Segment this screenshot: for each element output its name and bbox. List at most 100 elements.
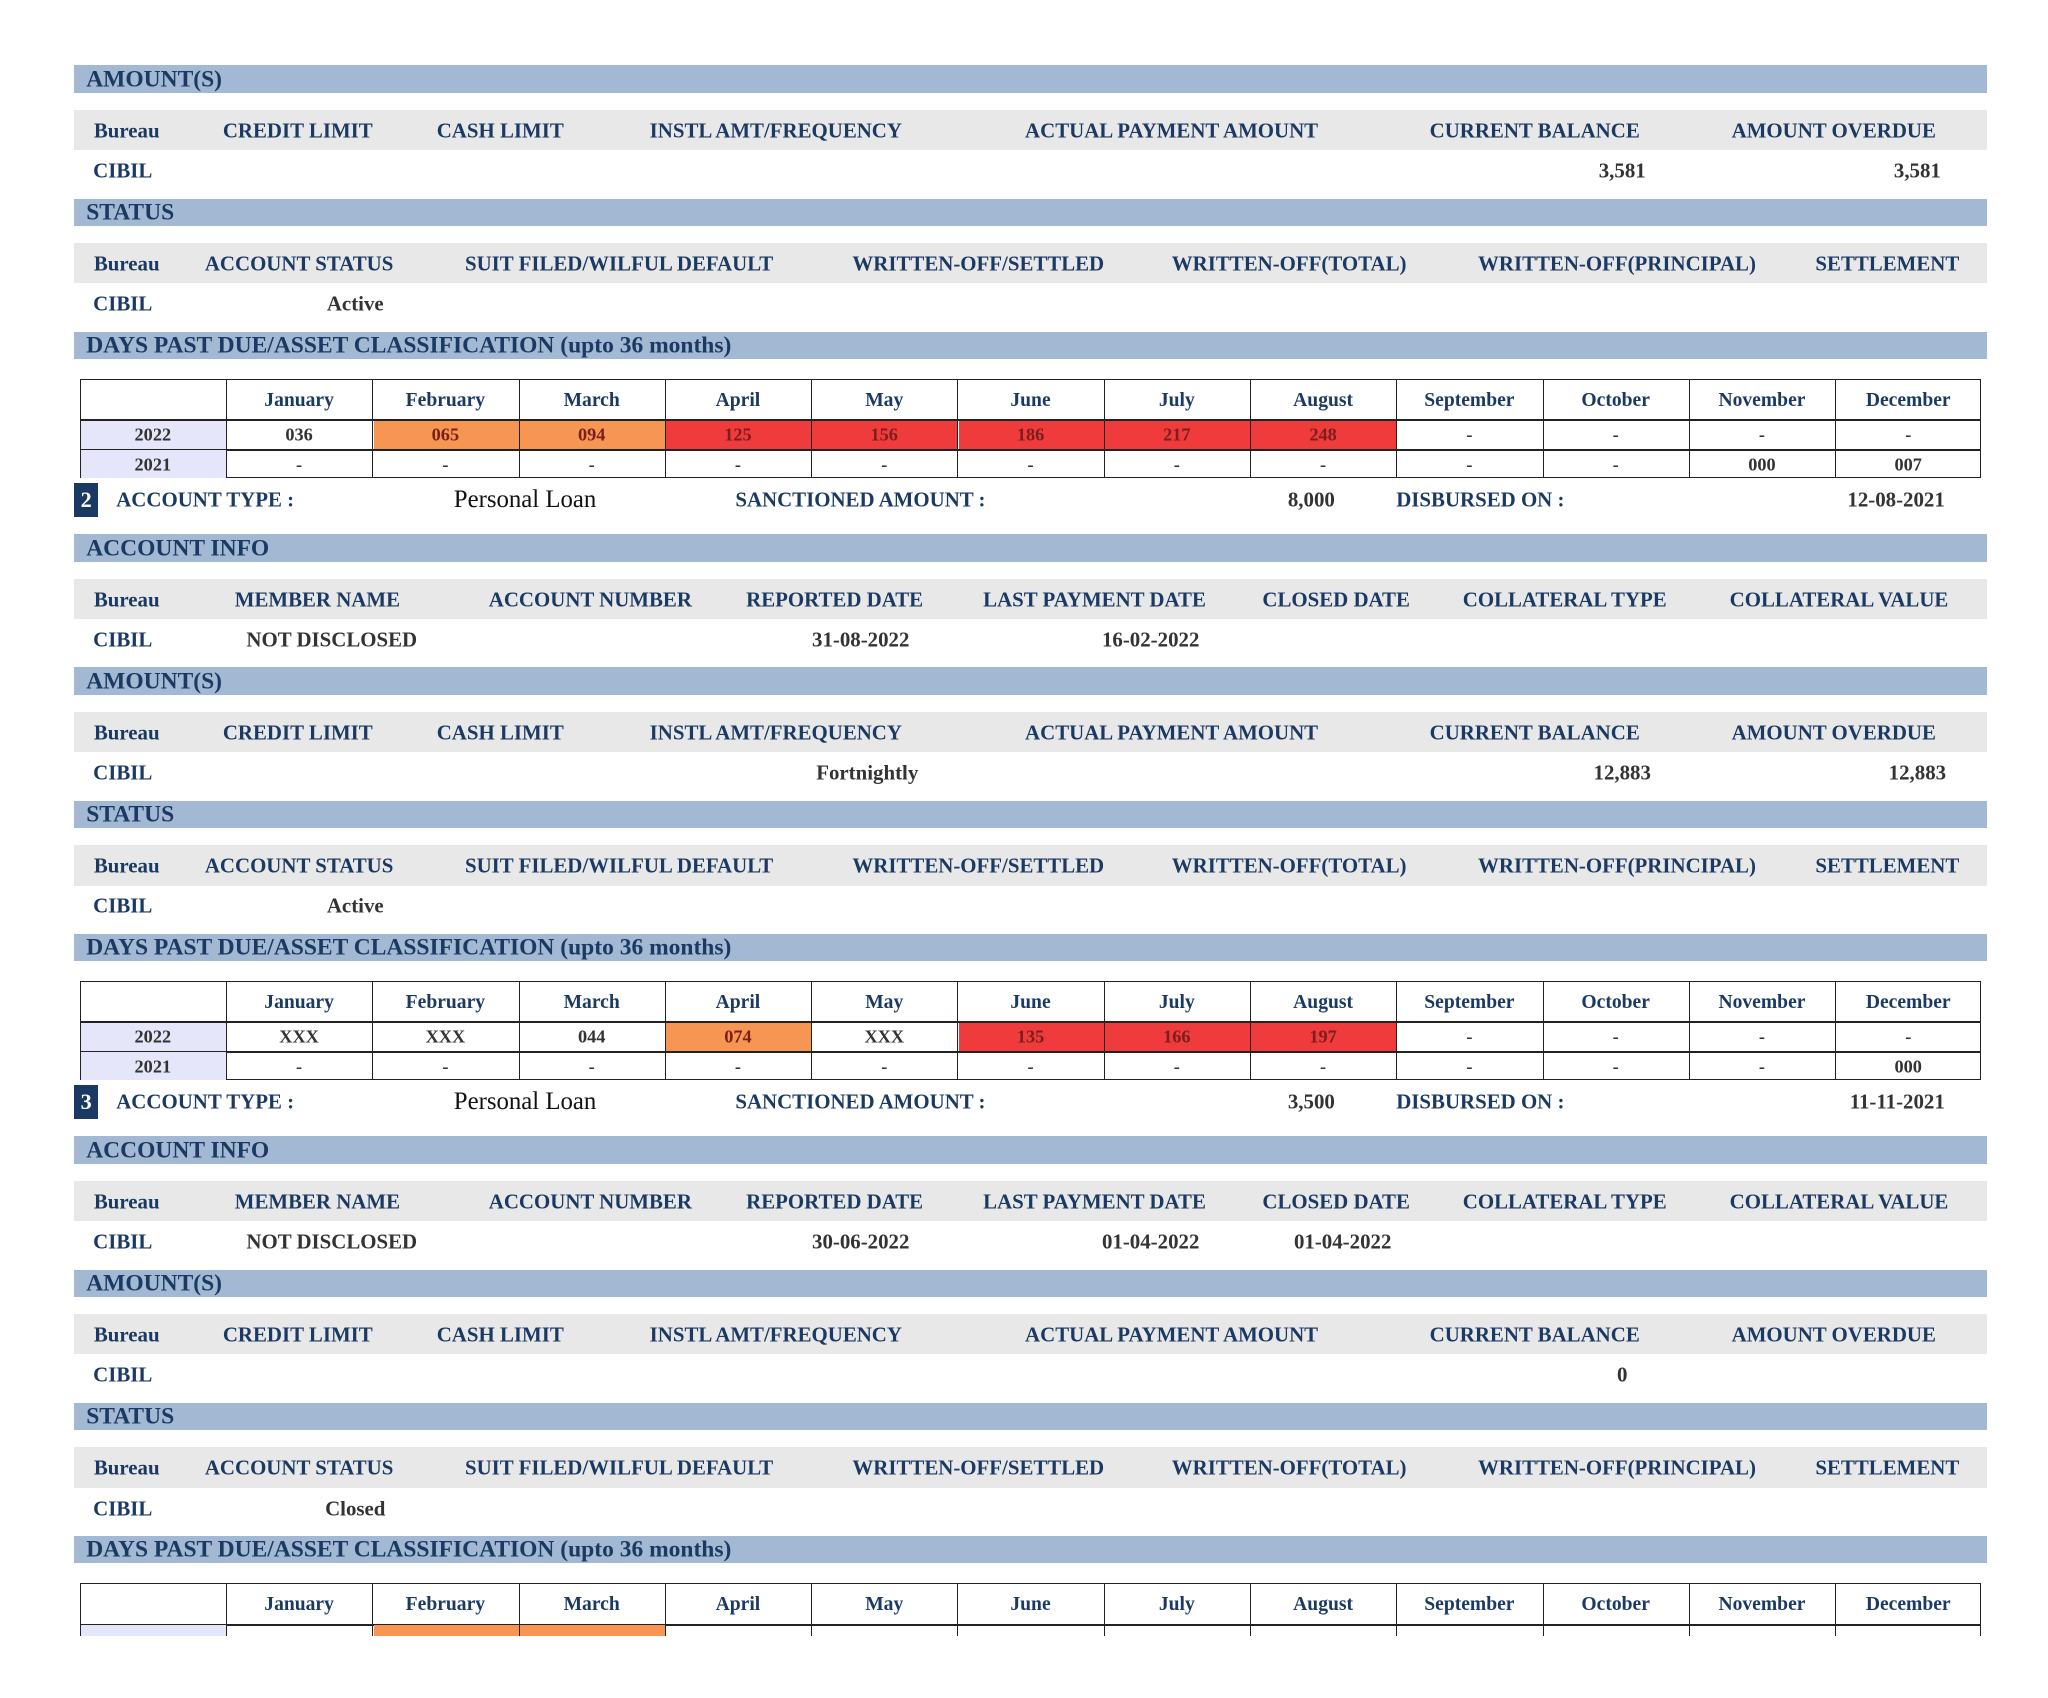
amounts-header-row: [74, 1313, 1987, 1355]
month-header: August: [1293, 1594, 1354, 1616]
dpd-value: -: [442, 454, 449, 475]
month-header: December: [1865, 389, 1951, 411]
dpd-value: -: [1173, 454, 1180, 475]
column-header: Bureau: [93, 251, 160, 276]
dpd-value: 125: [724, 424, 752, 445]
dpd-value: 007: [1894, 454, 1922, 475]
dpd-value: -: [734, 454, 741, 475]
dpd-column-line: [1688, 1583, 1690, 1636]
amounts-title: AMOUNT(S): [86, 668, 222, 695]
amounts-bar: [74, 667, 1987, 695]
month-header: January: [264, 992, 334, 1014]
dpd-value: 065: [431, 424, 460, 445]
status-bar: [74, 198, 1987, 226]
column-header: Bureau: [93, 1455, 160, 1480]
bureau-name: CIBIL: [93, 291, 153, 316]
dpd-value: -: [1466, 1056, 1473, 1077]
sanctioned-amount: 8,000: [1287, 487, 1335, 512]
dpd-column-line: [372, 980, 374, 1081]
year-cell: [80, 420, 226, 449]
dpd-cell: [519, 421, 665, 449]
dpd-column-line: [225, 378, 227, 479]
bureau-name: CIBIL: [93, 158, 153, 183]
column-header: SUIT FILED/WILFUL DEFAULT: [464, 1455, 774, 1480]
disbursed-label: DISBURSED ON :: [1396, 487, 1565, 512]
month-header: September: [1424, 992, 1515, 1014]
column-header: COLLATERAL VALUE: [1729, 1189, 1949, 1214]
sanctioned-label: SANCTIONED AMOUNT :: [735, 1089, 986, 1114]
month-header: February: [405, 992, 486, 1014]
cell-value: 01-04-2022: [1293, 1229, 1392, 1254]
dpd-cell: [373, 421, 519, 449]
dpd-value: -: [296, 1056, 303, 1077]
dpd-column-line: [1835, 378, 1837, 479]
dpd-cell: [1251, 1023, 1397, 1051]
dpd-value: -: [1466, 454, 1473, 475]
dpd-column-line: [1542, 1583, 1544, 1636]
dpd-value: -: [296, 454, 303, 475]
month-header: December: [1865, 992, 1951, 1014]
dpd-value: -: [1027, 1056, 1034, 1077]
cell-value: NOT DISCLOSED: [246, 1229, 418, 1254]
dpd-value: 186: [1016, 424, 1045, 445]
column-header: Bureau: [93, 720, 160, 745]
column-header: COLLATERAL VALUE: [1729, 587, 1949, 611]
cell-value: 30-06-2022: [812, 1229, 910, 1254]
column-header: Bureau: [93, 1322, 160, 1347]
amounts-header-row: [74, 109, 1987, 151]
dpd-cell: [666, 1023, 812, 1051]
dpd-row-line: [79, 448, 1982, 451]
dpd-value: -: [1612, 454, 1619, 475]
month-header: April: [715, 992, 761, 1014]
column-header: WRITTEN-OFF/SETTLED: [852, 1455, 1105, 1480]
amounts-bar: [74, 1269, 1987, 1297]
column-header: COLLATERAL TYPE: [1462, 1189, 1667, 1214]
cell-value: 16-02-2022: [1101, 627, 1200, 652]
dpd-column-line: [664, 980, 666, 1081]
cell-value: Active: [326, 291, 384, 316]
cell-value: 31-08-2022: [812, 627, 910, 652]
column-header: LAST PAYMENT DATE: [983, 587, 1206, 611]
dpd-column-line: [957, 1583, 959, 1636]
column-header: ACTUAL PAYMENT AMOUNT: [1025, 1322, 1319, 1347]
disbursed-label: DISBURSED ON :: [1396, 1089, 1565, 1114]
dpd-cell: [812, 421, 958, 449]
bureau-name: CIBIL: [93, 1229, 153, 1254]
year-cell: [80, 1052, 226, 1081]
amounts-bar: [74, 65, 1987, 93]
cell-value: Fortnightly: [816, 760, 919, 785]
cell-value: NOT DISCLOSED: [246, 627, 418, 652]
dpd-column-line: [1835, 1583, 1837, 1636]
dpd-row-line: [79, 1050, 1982, 1053]
column-header: CASH LIMIT: [436, 1322, 564, 1347]
dpd-column-line: [811, 378, 813, 479]
dpd-column-line: [1103, 378, 1105, 479]
dpd-row-line: [79, 419, 1982, 422]
amounts-title: AMOUNT(S): [86, 66, 222, 93]
column-header: INSTL AMT/FREQUENCY: [649, 1322, 902, 1347]
column-header: CURRENT BALANCE: [1429, 1322, 1640, 1347]
account-number: 2: [80, 487, 92, 513]
column-header: REPORTED DATE: [746, 1189, 924, 1214]
dpd-value: -: [734, 1056, 741, 1077]
bureau-name: CIBIL: [93, 760, 153, 785]
bureau-name: CIBIL: [93, 1496, 153, 1521]
dpd-column-line: [1103, 980, 1105, 1081]
column-header: WRITTEN-OFF(PRINCIPAL): [1477, 251, 1756, 276]
month-header: November: [1718, 1594, 1806, 1616]
status-header-row: [74, 242, 1987, 284]
status-header-row: [74, 845, 1987, 886]
column-header: Bureau: [93, 118, 160, 143]
year-label: 2021: [134, 1056, 172, 1077]
column-header: AMOUNT OVERDUE: [1731, 1322, 1936, 1347]
account-type: Personal Loan: [453, 1088, 597, 1116]
dpd-column-line: [225, 1583, 227, 1636]
month-header: June: [1010, 1594, 1051, 1616]
month-header: March: [563, 389, 620, 411]
dpd-value: -: [1320, 454, 1327, 475]
dpd-title: DAYS PAST DUE/ASSET CLASSIFICATION (upto…: [86, 332, 732, 359]
month-header: September: [1424, 389, 1515, 411]
dpd-value: 036: [285, 424, 313, 445]
bureau-name: CIBIL: [93, 1362, 153, 1387]
